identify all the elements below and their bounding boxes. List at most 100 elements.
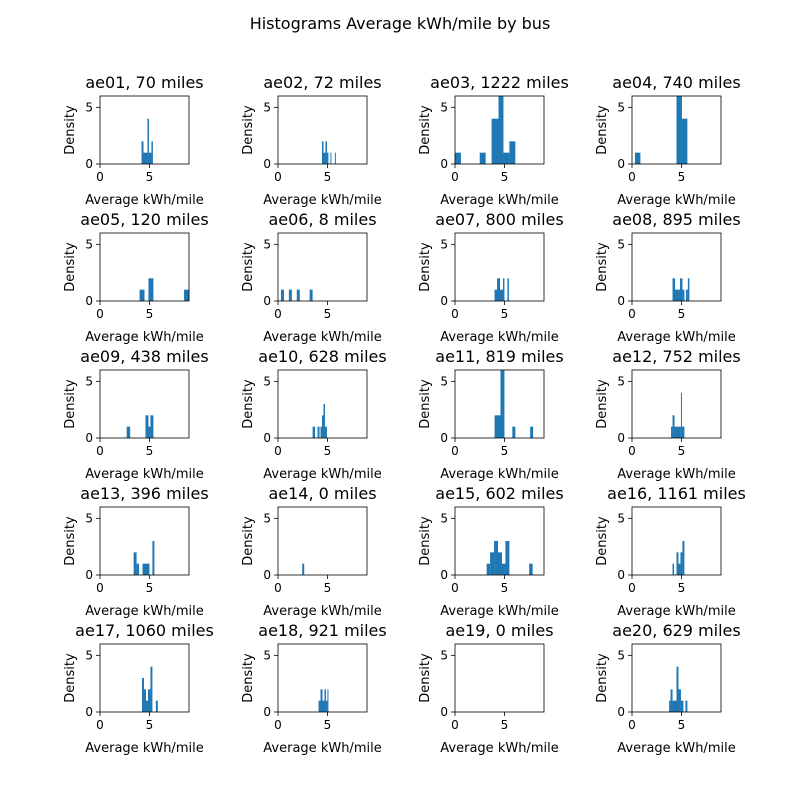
y-tick-label: 0 (440, 431, 448, 445)
x-tick-label: 0 (274, 307, 282, 321)
histogram-bar (318, 700, 321, 712)
histogram-bar (155, 700, 158, 712)
x-axis-label: Average kWh/mile (617, 604, 735, 619)
x-tick-label: 5 (324, 307, 332, 321)
histogram-bar (672, 700, 677, 712)
subplot-title: ae17, 1060 miles (75, 621, 214, 640)
y-tick-label: 0 (85, 705, 93, 719)
x-axis-label: Average kWh/mile (617, 193, 735, 208)
subplot-title: ae03, 1222 miles (430, 73, 569, 92)
histogram-bar (682, 541, 685, 575)
axes-frame (99, 369, 190, 439)
x-tick-label: 0 (628, 444, 636, 458)
x-axis-label: Average kWh/mile (617, 741, 735, 756)
histogram-bar (681, 118, 688, 164)
x-tick-label: 5 (501, 444, 509, 458)
y-tick-label: 5 (85, 100, 93, 114)
histogram-bar (678, 563, 681, 575)
histogram-bar (685, 700, 688, 712)
subplot-title: ae13, 396 miles (80, 484, 208, 503)
histogram-bar (144, 689, 146, 712)
histogram-bar (143, 152, 148, 164)
histogram-bar (148, 426, 151, 438)
axes-frame (99, 95, 190, 165)
subplot-19: 0 5 0 5 ae19, 0 miles Average kWh/mile Density (418, 621, 559, 756)
y-tick-label: 5 (617, 100, 625, 114)
y-tick-label: 5 (617, 374, 625, 388)
axes-frame (631, 506, 722, 576)
x-tick-label: 5 (146, 170, 154, 184)
histogram-bar (139, 289, 145, 301)
histogram-bar (530, 426, 534, 438)
histogram-bar (502, 278, 505, 301)
subplot-6: 0 5 0 5 ae06, 8 miles Average kWh/mile Density (241, 210, 382, 345)
y-tick-label: 5 (440, 100, 448, 114)
x-axis-label: Average kWh/mile (440, 604, 558, 619)
subplot-18: 0 5 0 5 ae18, 921 miles Average kWh/mile Densi… (241, 621, 387, 756)
histogram-bar (309, 289, 313, 301)
histogram-bar (302, 563, 305, 575)
histogram-bar (509, 141, 516, 164)
x-tick-label: 5 (678, 307, 686, 321)
x-axis-label: Average kWh/mile (85, 467, 203, 482)
subplot-5: 0 5 0 5 ae05, 120 miles Average kWh/mile Densi… (63, 210, 209, 345)
histogram-bar (497, 278, 500, 301)
y-axis-label: Density (418, 379, 433, 429)
histogram-bar (151, 141, 153, 164)
histogram-bar (680, 700, 684, 712)
axes-frame (454, 506, 545, 576)
subplot-15: 0 5 0 5 ae15, 602 miles Average kWh/mile Densi… (418, 484, 564, 619)
histogram-bar (479, 152, 486, 164)
histogram-bar (512, 426, 516, 438)
x-axis-label: Average kWh/mile (85, 741, 203, 756)
x-axis-label: Average kWh/mile (617, 330, 735, 345)
histogram-bar (494, 415, 501, 438)
histogram-bar (679, 278, 683, 301)
subplot-title: ae11, 819 miles (435, 347, 563, 366)
y-tick-label: 0 (617, 157, 625, 171)
x-tick-label: 5 (678, 718, 686, 732)
x-tick-label: 5 (678, 170, 686, 184)
histogram-bar (491, 118, 499, 164)
x-tick-label: 5 (146, 581, 154, 595)
histogram-bar (503, 152, 510, 164)
y-tick-label: 0 (85, 568, 93, 582)
x-axis-label: Average kWh/mile (85, 330, 203, 345)
x-tick-label: 5 (678, 444, 686, 458)
histogram-bar (672, 415, 675, 438)
histogram-bar (669, 700, 671, 712)
y-tick-label: 5 (85, 374, 93, 388)
histogram-bar (486, 563, 491, 575)
x-axis-label: Average kWh/mile (263, 604, 381, 619)
x-tick-label: 5 (146, 444, 154, 458)
subplot-title: ae01, 70 miles (85, 73, 203, 92)
x-tick-label: 5 (146, 718, 154, 732)
y-axis-label: Density (595, 379, 610, 429)
y-tick-label: 0 (440, 294, 448, 308)
subplot-title: ae19, 0 miles (445, 621, 553, 640)
histogram-bar (670, 689, 673, 712)
histogram-bar (147, 689, 151, 712)
x-axis-label: Average kWh/mile (440, 330, 558, 345)
y-tick-label: 5 (617, 648, 625, 662)
histogram-bar (150, 415, 154, 438)
x-axis-label: Average kWh/mile (85, 193, 203, 208)
histogram-bar (505, 541, 510, 575)
subplot-17: 0 5 0 5 ae17, 1060 miles Average kWh/mile Dens… (63, 621, 214, 756)
histogram-bar (147, 118, 149, 164)
y-tick-label: 5 (440, 237, 448, 251)
axes-frame (454, 95, 545, 165)
x-tick-label: 0 (451, 170, 459, 184)
x-tick-label: 5 (501, 307, 509, 321)
subplot-4: 0 5 0 5 ae04, 740 miles Average kWh/mile Densi… (595, 73, 741, 208)
histogram-bar (494, 289, 498, 301)
x-axis-label: Average kWh/mile (263, 741, 381, 756)
histogram-bar (500, 370, 505, 438)
histogram-bar (325, 141, 327, 164)
histogram-bar (320, 689, 323, 712)
x-tick-label: 0 (628, 307, 636, 321)
y-tick-label: 0 (617, 431, 625, 445)
x-tick-label: 0 (628, 170, 636, 184)
histogram-bar (312, 426, 316, 438)
x-tick-label: 0 (274, 444, 282, 458)
